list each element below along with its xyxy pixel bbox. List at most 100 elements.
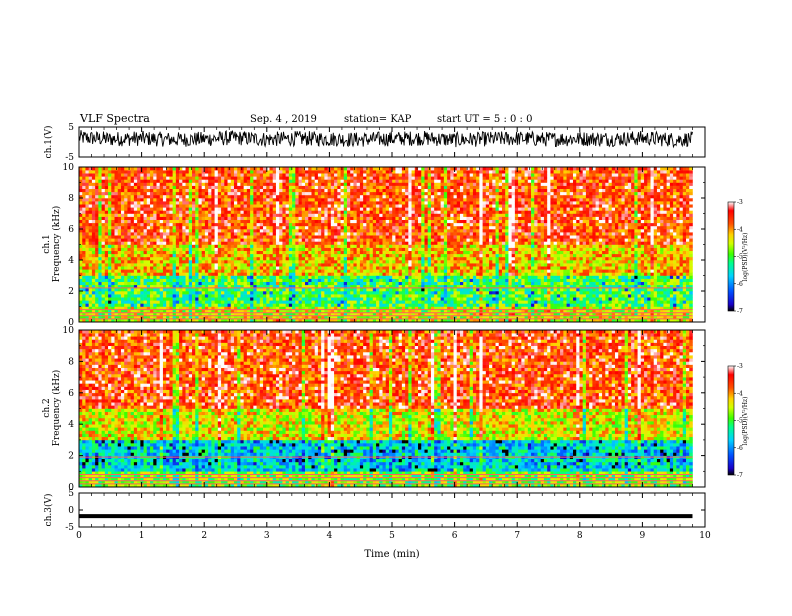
spectrogram-cell [373, 226, 377, 229]
spectrogram-cell [156, 217, 160, 220]
spectrogram-cell [118, 223, 122, 226]
spectrogram-cell [166, 238, 170, 241]
spectrogram-cell [234, 235, 238, 238]
spectrogram-cell [147, 186, 151, 189]
spectrogram-cell [127, 229, 131, 232]
spectrogram-cell [121, 266, 125, 269]
spectrogram-cell [273, 279, 277, 282]
spectrogram-cell [282, 238, 286, 241]
spectrogram-cell [224, 300, 228, 303]
spectrogram-cell [276, 297, 280, 300]
spectrogram-cell [334, 245, 338, 248]
spectrogram-cell [202, 235, 206, 238]
spectrogram-cell [318, 257, 322, 260]
spectrogram-cell [182, 266, 186, 269]
spectrogram-cell [324, 279, 328, 282]
spectrogram-cell [198, 272, 202, 275]
spectrogram-cell [357, 183, 361, 186]
spectrogram-cell [202, 192, 206, 195]
spectrogram-cell [208, 288, 212, 291]
spectrogram-cell [360, 192, 364, 195]
spectrogram-cell [189, 207, 193, 210]
spectrogram-cell [289, 288, 293, 291]
spectrogram-cell [131, 189, 135, 192]
spectrogram-cell [357, 176, 361, 179]
spectrogram-cell [311, 288, 315, 291]
spectrogram-cell [215, 269, 219, 272]
spectrogram-cell [118, 214, 122, 217]
spectrogram-cell [208, 235, 212, 238]
spectrogram-cell [85, 266, 89, 269]
spectrogram-cell [383, 294, 387, 297]
spectrogram-cell [260, 245, 264, 248]
spectrogram-cell [273, 238, 277, 241]
spectrogram-cell [331, 238, 335, 241]
spectrogram-cell [263, 207, 267, 210]
spectrogram-cell [247, 170, 251, 173]
spectrogram-cell [318, 279, 322, 282]
spectrogram-cell [147, 201, 151, 204]
spectrogram-cell [198, 192, 202, 195]
spectrogram-cell [169, 189, 173, 192]
spectrogram-cell [95, 217, 99, 220]
spectrogram-cell [147, 266, 151, 269]
spectrogram-cell [234, 257, 238, 260]
spectrogram-cell [221, 235, 225, 238]
spectrogram-cell [173, 201, 177, 204]
spectrogram-cell [89, 186, 93, 189]
spectrogram-cell [150, 229, 154, 232]
spectrogram-cell [160, 207, 164, 210]
spectrogram-cell [221, 257, 225, 260]
spectrogram-cell [315, 189, 319, 192]
spectrogram-cell [95, 254, 99, 257]
spectrogram-cell [215, 303, 219, 306]
spectrogram-cell [163, 282, 167, 285]
spectrogram-cell [82, 279, 86, 282]
spectrogram-cell [169, 217, 173, 220]
spectrogram-cell [289, 207, 293, 210]
spectrogram-cell [137, 282, 141, 285]
spectrogram-cell [321, 214, 325, 217]
spectrogram-cell [260, 241, 264, 244]
spectrogram-cell [198, 263, 202, 266]
spectrogram-cell [350, 235, 354, 238]
spectrogram-cell [89, 183, 93, 186]
spectrogram-cell [299, 260, 303, 263]
spectrogram-cell [347, 186, 351, 189]
spectrogram-cell [279, 288, 283, 291]
spectrogram-cell [266, 279, 270, 282]
spectrogram-cell [218, 232, 222, 235]
spectrogram-cell [244, 257, 248, 260]
spectrogram-cell [140, 198, 144, 201]
spectrogram-cell [353, 297, 357, 300]
spectrogram-cell [321, 195, 325, 198]
spectrogram-cell [105, 279, 109, 282]
spectrogram-cell [176, 266, 180, 269]
spectrogram-cell [308, 214, 312, 217]
spectrogram-cell [279, 276, 283, 279]
spectrogram-cell [273, 207, 277, 210]
spectrogram-cell [228, 214, 232, 217]
spectrogram-cell [134, 263, 138, 266]
spectrogram-cell [347, 183, 351, 186]
spectrogram-cell [334, 170, 338, 173]
spectrogram-cell [198, 179, 202, 182]
spectrogram-cell [231, 288, 235, 291]
spectrogram-cell [95, 226, 99, 229]
spectrogram-cell [115, 282, 119, 285]
spectrogram-cell [344, 214, 348, 217]
spectrogram-cell [224, 229, 228, 232]
spectrogram-cell [160, 294, 164, 297]
spectrogram-cell [250, 282, 254, 285]
spectrogram-cell [279, 223, 283, 226]
spectrogram-cell [182, 198, 186, 201]
spectrogram-cell [234, 176, 238, 179]
spectrogram-cell [379, 297, 383, 300]
spectrogram-cell [328, 226, 332, 229]
spectrogram-cell [98, 229, 102, 232]
spectrogram-cell [315, 223, 319, 226]
spectrogram-cell [341, 226, 345, 229]
date-label: Sep. 4 , 2019 [250, 114, 317, 125]
spectrogram-cell [273, 223, 277, 226]
spectrogram-cell [337, 303, 341, 306]
